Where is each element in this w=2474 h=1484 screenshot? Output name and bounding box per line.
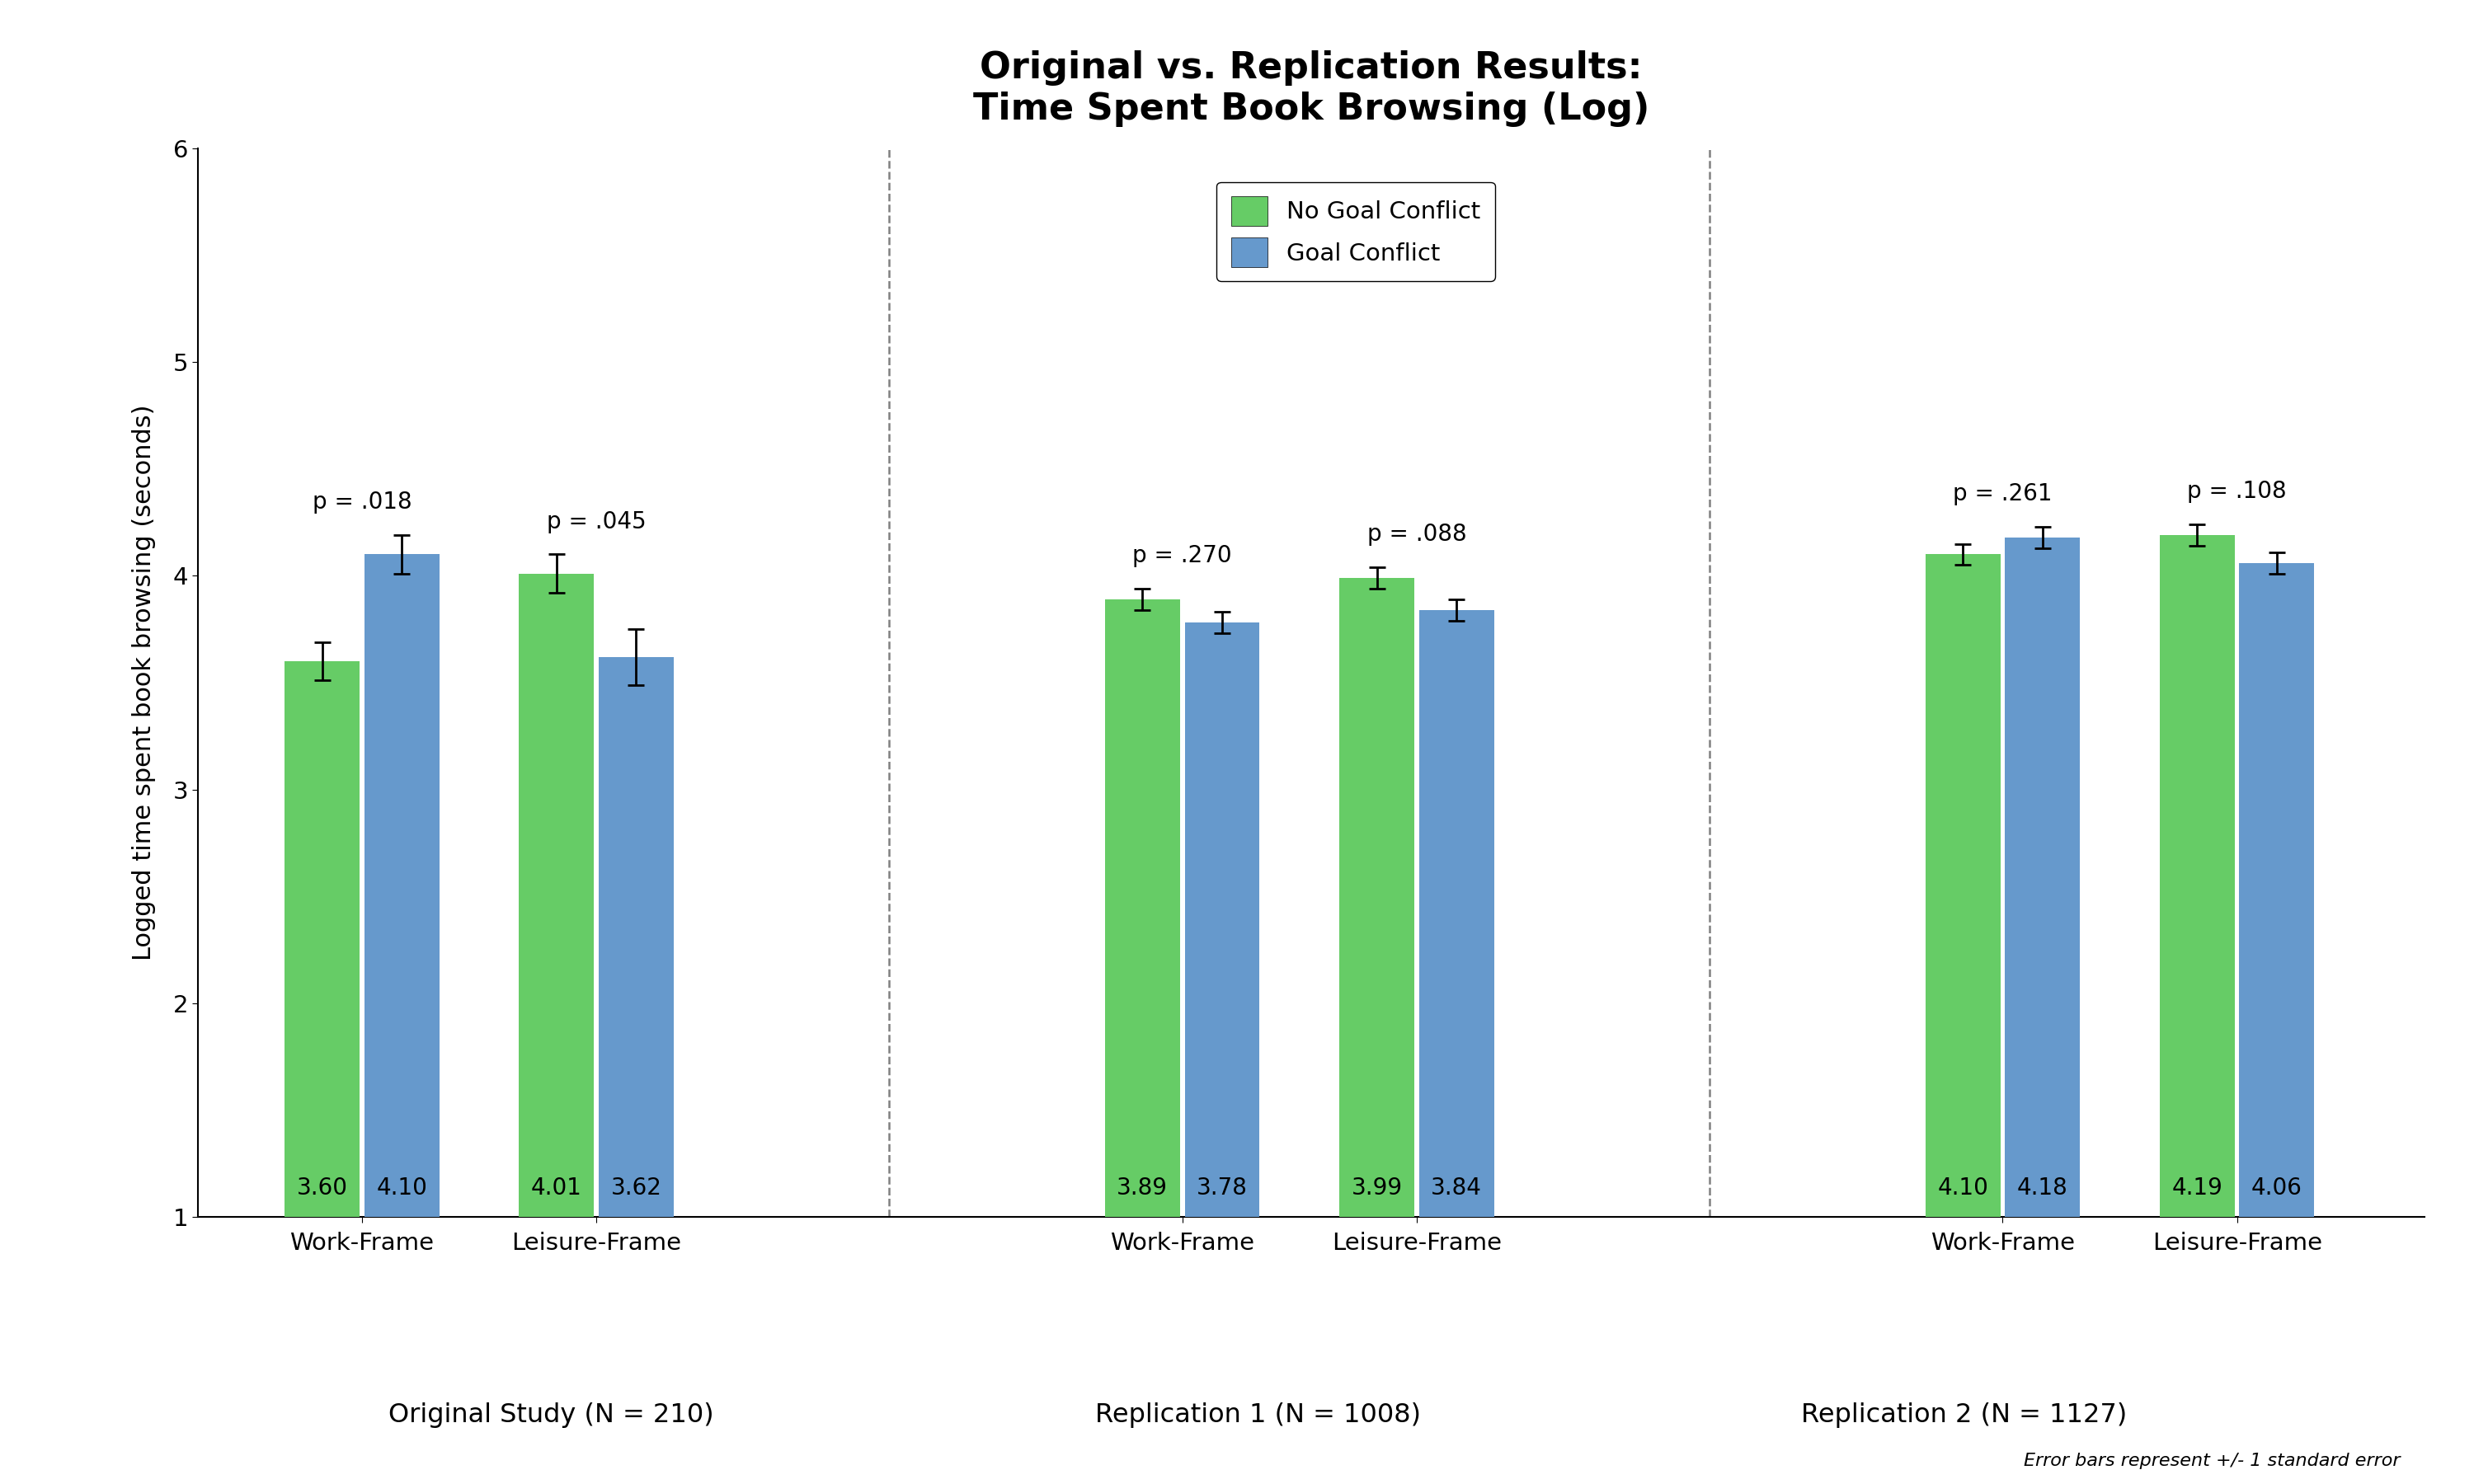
Text: p = .108: p = .108 (2187, 479, 2286, 503)
Text: p = .045: p = .045 (547, 510, 646, 533)
Text: p = .261: p = .261 (1952, 482, 2053, 505)
Text: Replication 2 (N = 1127): Replication 2 (N = 1127) (1801, 1402, 2128, 1428)
Text: 4.10: 4.10 (376, 1177, 428, 1199)
Bar (1185, 623, 1259, 1217)
Bar (1925, 555, 2001, 1217)
Text: p = .018: p = .018 (312, 491, 411, 513)
Text: 3.84: 3.84 (1430, 1177, 1482, 1199)
Text: Replication 1 (N = 1008): Replication 1 (N = 1008) (1096, 1402, 1420, 1428)
Text: p = .270: p = .270 (1133, 545, 1232, 567)
Text: 3.89: 3.89 (1116, 1177, 1168, 1199)
Bar (1338, 577, 1415, 1217)
Text: Original Study (N = 210): Original Study (N = 210) (388, 1402, 715, 1428)
Text: 3.78: 3.78 (1197, 1177, 1247, 1199)
Bar (364, 555, 440, 1217)
Bar (1106, 600, 1180, 1217)
Y-axis label: Logged time spent book browsing (seconds): Logged time spent book browsing (seconds… (131, 405, 156, 960)
Text: 4.19: 4.19 (2172, 1177, 2222, 1199)
Text: 3.99: 3.99 (1351, 1177, 1403, 1199)
Title: Original vs. Replication Results:
Time Spent Book Browsing (Log): Original vs. Replication Results: Time S… (972, 50, 1650, 128)
Bar (1420, 610, 1494, 1217)
Text: 3.62: 3.62 (611, 1177, 661, 1199)
Bar (2160, 536, 2234, 1217)
Text: 4.10: 4.10 (1937, 1177, 1989, 1199)
Bar (599, 657, 673, 1217)
Bar (285, 662, 359, 1217)
Text: 3.60: 3.60 (297, 1177, 349, 1199)
Text: 4.06: 4.06 (2251, 1177, 2303, 1199)
Text: 4.01: 4.01 (532, 1177, 581, 1199)
Bar (2004, 537, 2081, 1217)
Text: p = .088: p = .088 (1368, 522, 1467, 546)
Bar (520, 574, 594, 1217)
Legend: No Goal Conflict, Goal Conflict: No Goal Conflict, Goal Conflict (1217, 183, 1494, 282)
Text: Error bars represent +/- 1 standard error: Error bars represent +/- 1 standard erro… (2024, 1453, 2400, 1469)
Bar (2239, 562, 2313, 1217)
Text: 4.18: 4.18 (2016, 1177, 2068, 1199)
